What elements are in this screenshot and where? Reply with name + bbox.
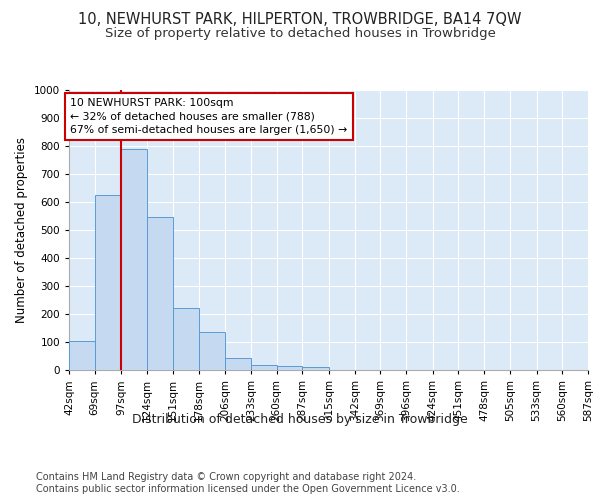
Text: Contains HM Land Registry data © Crown copyright and database right 2024.
Contai: Contains HM Land Registry data © Crown c…: [36, 472, 460, 494]
Bar: [121, 149, 147, 370]
Bar: [225, 358, 251, 370]
Y-axis label: Number of detached properties: Number of detached properties: [15, 137, 28, 323]
Text: 10, NEWHURST PARK, HILPERTON, TROWBRIDGE, BA14 7QW: 10, NEWHURST PARK, HILPERTON, TROWBRIDGE…: [78, 12, 522, 28]
Bar: [277, 366, 302, 370]
Bar: [302, 367, 329, 370]
Text: Distribution of detached houses by size in Trowbridge: Distribution of detached houses by size …: [132, 412, 468, 426]
Text: Size of property relative to detached houses in Trowbridge: Size of property relative to detached ho…: [104, 28, 496, 40]
Bar: [147, 218, 173, 370]
Bar: [251, 365, 277, 370]
Bar: [199, 332, 225, 370]
Text: 10 NEWHURST PARK: 100sqm
← 32% of detached houses are smaller (788)
67% of semi-: 10 NEWHURST PARK: 100sqm ← 32% of detach…: [70, 98, 347, 135]
Bar: [173, 308, 199, 370]
Bar: [69, 341, 95, 370]
Bar: [95, 195, 121, 370]
